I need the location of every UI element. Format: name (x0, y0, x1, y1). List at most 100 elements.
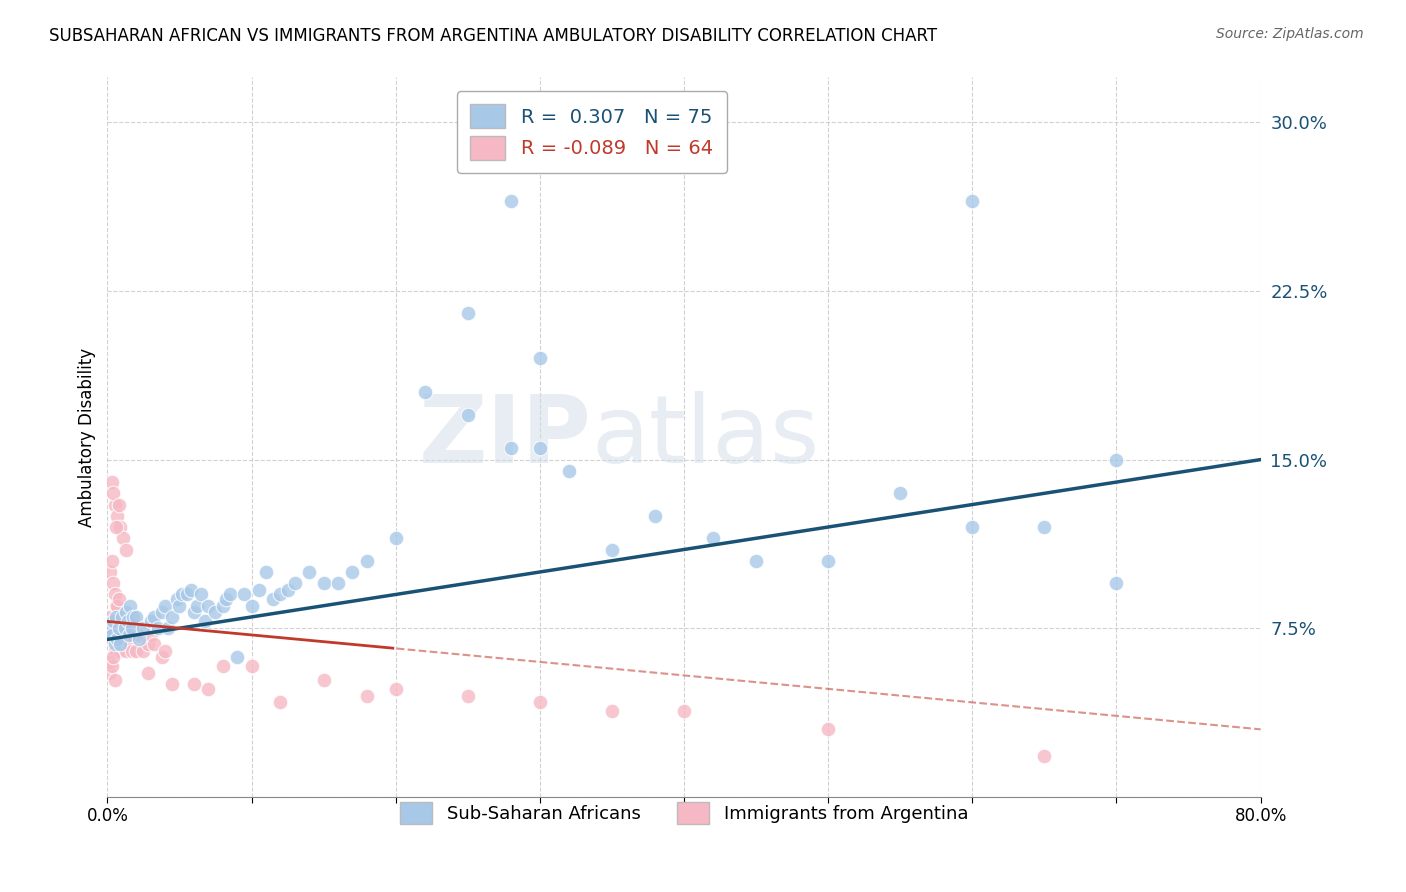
Point (457, 408, 479, 422)
Point (108, 498, 131, 512)
Y-axis label: Ambulatory Disability: Ambulatory Disability (79, 348, 96, 526)
Point (226, 650, 249, 665)
Point (118, 628, 141, 642)
Point (269, 587, 291, 601)
Point (100, 554, 122, 568)
Point (105, 599, 128, 613)
Point (284, 576, 307, 591)
Point (132, 643, 155, 657)
Point (499, 194, 522, 208)
Point (118, 637, 141, 651)
Point (125, 610, 148, 624)
Point (194, 615, 217, 629)
Point (557, 464, 579, 478)
Text: Source: ZipAtlas.com: Source: ZipAtlas.com (1216, 27, 1364, 41)
Point (107, 599, 129, 613)
Point (240, 599, 263, 613)
Point (98, 610, 121, 624)
Point (110, 643, 132, 657)
Point (103, 673, 125, 687)
Point (112, 531, 135, 545)
Point (190, 587, 212, 601)
Point (214, 591, 236, 606)
Point (745, 554, 768, 568)
Point (128, 632, 150, 647)
Point (115, 606, 138, 620)
Point (600, 704, 623, 718)
Point (110, 637, 132, 651)
Point (672, 704, 695, 718)
Point (600, 542, 623, 557)
Point (101, 628, 124, 642)
Point (150, 650, 173, 665)
Point (342, 565, 364, 579)
Point (110, 520, 132, 534)
Point (889, 486, 911, 500)
Point (103, 637, 125, 651)
Point (121, 643, 143, 657)
Point (240, 659, 263, 673)
Point (98, 621, 121, 635)
Point (166, 591, 188, 606)
Point (103, 498, 125, 512)
Point (219, 587, 242, 601)
Point (142, 610, 165, 624)
Point (105, 520, 128, 534)
Point (98, 565, 121, 579)
Point (962, 194, 984, 208)
Point (125, 643, 148, 657)
Point (139, 628, 162, 642)
Point (702, 531, 724, 545)
Point (107, 508, 129, 523)
Point (162, 677, 184, 691)
Point (117, 615, 139, 629)
Point (183, 677, 205, 691)
Point (115, 542, 138, 557)
Point (156, 621, 179, 635)
Point (107, 637, 129, 651)
Point (136, 666, 159, 681)
Point (111, 628, 134, 642)
Point (153, 643, 176, 657)
Point (413, 385, 436, 400)
Point (233, 587, 256, 601)
Point (197, 599, 219, 613)
Point (204, 606, 226, 620)
Point (101, 486, 124, 500)
Point (136, 637, 159, 651)
Point (298, 565, 321, 579)
Point (1033, 520, 1056, 534)
Point (139, 615, 162, 629)
Point (254, 565, 277, 579)
Point (817, 554, 839, 568)
Point (146, 621, 169, 635)
Point (121, 621, 143, 635)
Point (107, 632, 129, 647)
Point (457, 689, 479, 703)
Point (457, 306, 479, 320)
Point (176, 587, 198, 601)
Point (384, 681, 406, 696)
Point (100, 632, 122, 647)
Point (100, 659, 122, 673)
Point (122, 628, 145, 642)
Point (269, 695, 291, 709)
Point (120, 599, 142, 613)
Point (132, 621, 155, 635)
Point (817, 723, 839, 737)
Point (101, 615, 124, 629)
Point (162, 610, 184, 624)
Point (111, 610, 134, 624)
Point (962, 520, 984, 534)
Point (108, 632, 131, 647)
Point (529, 351, 551, 366)
Point (172, 587, 194, 601)
Point (186, 599, 208, 613)
Point (356, 689, 378, 703)
Point (1105, 576, 1128, 591)
Point (1105, 452, 1128, 467)
Point (356, 554, 378, 568)
Point (98, 655, 121, 669)
Point (153, 599, 176, 613)
Point (115, 643, 138, 657)
